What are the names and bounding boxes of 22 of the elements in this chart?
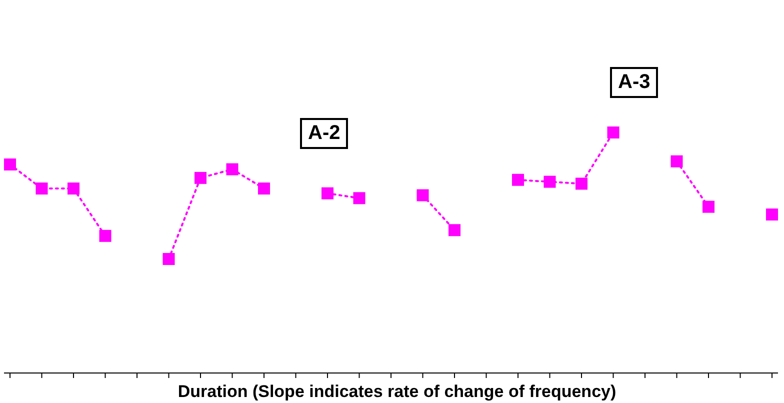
point: [322, 187, 334, 200]
point: [576, 178, 588, 190]
point: [194, 172, 206, 184]
point: [36, 182, 48, 195]
point: [99, 230, 112, 242]
point: [544, 176, 556, 188]
text: A-3: [610, 67, 658, 98]
x-axis-title: Duration (Slope indicates rate of change of frequency): [176, 382, 618, 402]
point: [4, 158, 16, 170]
point: [416, 189, 429, 202]
point: [766, 208, 778, 220]
point: [226, 163, 238, 176]
point: [162, 252, 175, 265]
point: [702, 200, 714, 213]
point: [512, 174, 524, 186]
point: [448, 224, 460, 236]
point: [670, 155, 683, 168]
point: [353, 192, 366, 204]
point: [258, 182, 270, 195]
point: [607, 126, 620, 138]
point: [68, 182, 80, 195]
annotation: A-2: [300, 118, 348, 149]
